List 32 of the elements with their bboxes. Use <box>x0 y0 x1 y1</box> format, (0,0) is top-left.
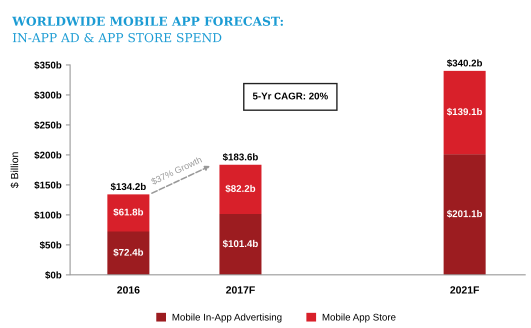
y-tick-label: $250b <box>34 121 62 130</box>
chart-subtitle: IN-APP AD & APP STORE SPEND <box>12 33 222 42</box>
total-label: $183.6b <box>222 153 258 162</box>
data-label: $61.8b <box>113 208 144 216</box>
y-tick-label: $200b <box>34 151 62 160</box>
bar <box>107 194 150 232</box>
y-tick-label: $150b <box>34 181 62 190</box>
chart-title: WORLDWIDE MOBILE APP FORECAST: <box>12 16 283 26</box>
y-axis-title: $ Billion <box>10 152 19 188</box>
y-tick-label: $100b <box>34 211 62 220</box>
data-label: $201.1b <box>446 210 482 218</box>
legend-label: Mobile App Store <box>322 313 396 323</box>
y-tick-label: $50b <box>40 241 62 250</box>
y-tick-label: $350b <box>34 61 62 70</box>
data-label: $82.2b <box>225 184 256 193</box>
total-label: $134.2b <box>110 182 146 191</box>
bar <box>444 70 486 154</box>
total-label: $340.2b <box>446 59 482 68</box>
bar <box>107 231 150 275</box>
data-label: $139.1b <box>446 108 482 116</box>
y-tick-label: $0b <box>45 271 62 280</box>
data-label: $101.4b <box>222 240 258 248</box>
x-tick-label: 2017F <box>226 286 255 294</box>
x-tick-label: 2016 <box>117 286 140 294</box>
data-label: $72.4b <box>113 248 144 256</box>
legend-label: Mobile In-App Advertising <box>172 313 282 323</box>
bar <box>219 164 262 214</box>
bar <box>444 154 486 275</box>
y-tick-label: $300b <box>34 91 62 100</box>
bar <box>219 214 262 275</box>
x-tick-label: 2021F <box>450 286 480 294</box>
annotation: 5-Yr CAGR: 20% <box>252 92 328 100</box>
